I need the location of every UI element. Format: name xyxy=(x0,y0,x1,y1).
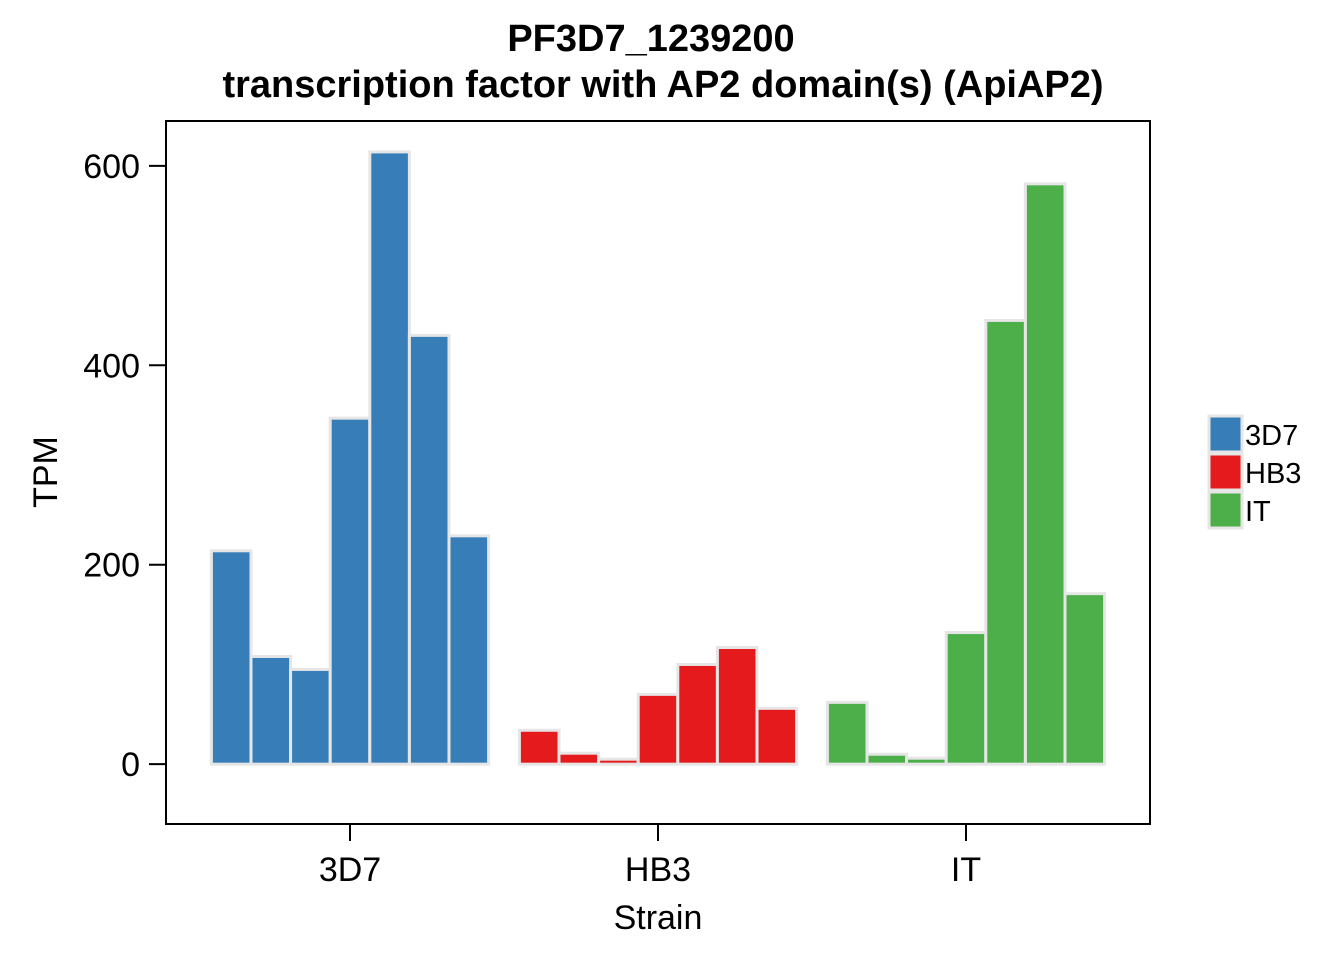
bar-it-6 xyxy=(1023,182,1067,766)
x-axis-title: Strain xyxy=(614,899,703,937)
y-tick-label-600: 600 xyxy=(83,148,140,186)
bar-it-3 xyxy=(905,756,948,766)
bar-hb3-7 xyxy=(755,706,799,766)
bar-3d7-5 xyxy=(368,150,411,766)
y-tick-label-400: 400 xyxy=(83,347,140,385)
legend-key-hb3 xyxy=(1207,452,1244,492)
y-tick-label-200: 200 xyxy=(83,547,140,585)
bar-hb3-4 xyxy=(636,692,680,766)
bar-3d7-6 xyxy=(407,333,451,766)
bar-3d7-1 xyxy=(209,549,253,766)
x-axis: 3D7 HB3 IT xyxy=(319,824,981,889)
bar-3d7-7 xyxy=(447,534,491,766)
bar-hb3-2 xyxy=(557,751,601,766)
legend-key-3d7 xyxy=(1207,414,1244,454)
bar-3d7-4 xyxy=(328,416,372,766)
x-tick-label-3d7: 3D7 xyxy=(319,851,381,889)
legend-label-it: IT xyxy=(1245,496,1271,528)
bar-it-4 xyxy=(944,631,988,766)
bar-3d7-3 xyxy=(289,667,332,766)
bar-it-2 xyxy=(865,752,909,766)
bars-layer xyxy=(209,150,1107,766)
legend-key-it xyxy=(1207,490,1244,530)
bar-it-5 xyxy=(984,318,1027,766)
y-tick-label-0: 0 xyxy=(121,746,140,784)
bar-hb3-6 xyxy=(715,646,759,766)
bar-hb3-1 xyxy=(517,728,561,766)
bar-3d7-2 xyxy=(249,654,293,766)
legend-label-hb3: HB3 xyxy=(1245,458,1301,490)
chart-title: PF3D7_1239200 xyxy=(507,18,794,60)
bar-it-1 xyxy=(825,700,869,766)
x-tick-label-hb3: HB3 xyxy=(625,851,691,889)
bar-hb3-5 xyxy=(676,662,719,766)
x-tick-label-it: IT xyxy=(951,851,981,889)
legend-label-3d7: 3D7 xyxy=(1245,420,1298,452)
y-axis-title: TPM xyxy=(27,436,65,508)
chart-subtitle: transcription factor with AP2 domain(s) … xyxy=(222,64,1103,106)
bar-hb3-3 xyxy=(597,757,640,766)
bar-it-7 xyxy=(1063,592,1107,766)
legend: 3D7 HB3 IT xyxy=(1207,414,1301,530)
y-axis: 0 200 400 600 xyxy=(83,148,166,784)
